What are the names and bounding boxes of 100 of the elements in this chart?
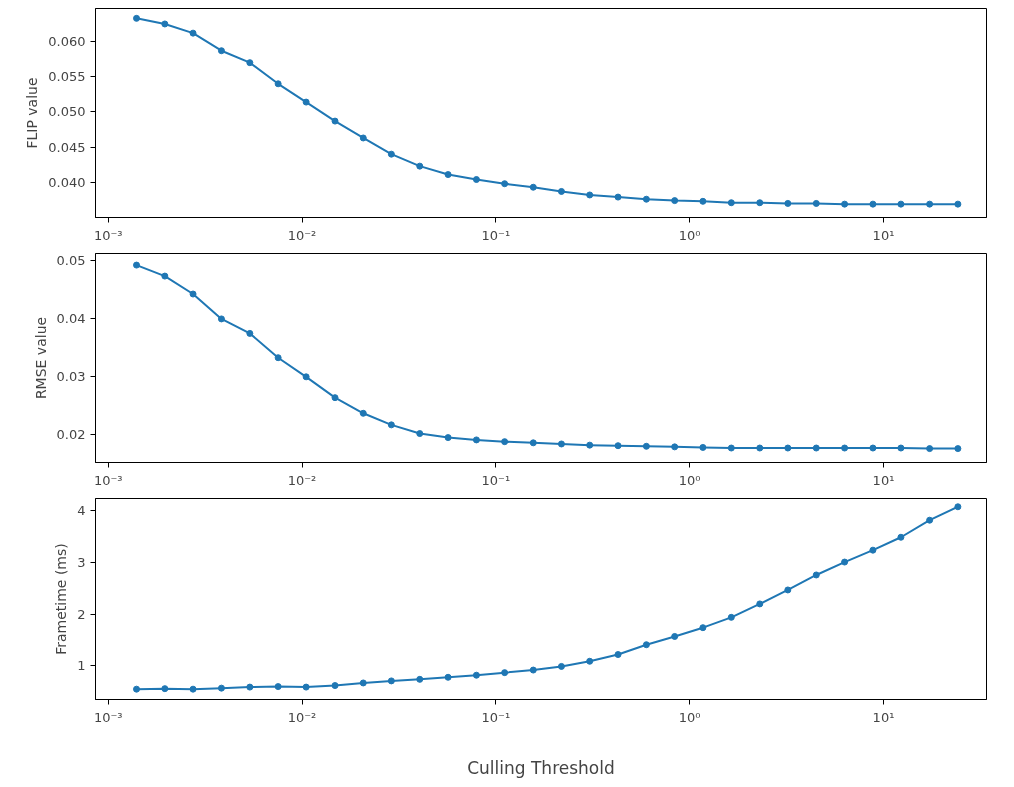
point — [671, 197, 679, 205]
y-tick-label: 0.050 — [48, 104, 86, 120]
point — [727, 613, 735, 621]
point — [897, 200, 905, 208]
point — [274, 80, 282, 88]
point — [557, 187, 565, 195]
point — [756, 199, 764, 207]
point — [217, 47, 225, 55]
point — [784, 199, 792, 207]
y-tick-label: 0.055 — [48, 69, 86, 85]
point — [841, 200, 849, 208]
point — [926, 516, 934, 524]
y-axis-title: FLIP value — [24, 77, 41, 149]
point — [869, 444, 877, 452]
point — [869, 546, 877, 554]
point — [217, 684, 225, 692]
point — [926, 200, 934, 208]
x-tick-label: 10⁻³ — [93, 227, 123, 243]
x-tick-label: 10⁻³ — [93, 472, 123, 488]
point — [699, 624, 707, 632]
point — [954, 503, 962, 511]
point — [189, 685, 197, 693]
point — [416, 162, 424, 170]
point — [133, 685, 141, 693]
point — [217, 315, 225, 323]
point — [869, 200, 877, 208]
point — [387, 677, 395, 685]
point — [812, 571, 820, 579]
y-tick-label: 0.02 — [56, 426, 86, 442]
point — [756, 444, 764, 452]
point — [302, 683, 310, 691]
point — [614, 442, 622, 450]
point — [784, 444, 792, 452]
point — [274, 683, 282, 691]
point — [444, 673, 452, 681]
point — [501, 669, 509, 677]
x-tick-label: 10¹ — [872, 227, 895, 243]
point — [557, 662, 565, 670]
y-tick-label: 0.060 — [48, 34, 86, 50]
point — [359, 679, 367, 687]
y-tick-label: 4 — [77, 503, 86, 519]
point — [642, 195, 650, 203]
point — [416, 675, 424, 683]
point — [444, 171, 452, 179]
x-tick-label: 10⁻² — [287, 472, 317, 488]
point — [897, 533, 905, 541]
y-tick-label: 3 — [77, 555, 86, 571]
point — [161, 685, 169, 693]
point — [161, 272, 169, 280]
point — [302, 98, 310, 106]
point — [841, 444, 849, 452]
x-tick-label: 10¹ — [872, 472, 895, 488]
point — [727, 199, 735, 207]
point — [642, 641, 650, 649]
point — [501, 180, 509, 188]
point — [954, 445, 962, 453]
point — [954, 200, 962, 208]
x-tick-label: 10⁰ — [678, 227, 701, 243]
point — [557, 440, 565, 448]
point — [274, 354, 282, 362]
y-axis-title: Frametime (ms) — [53, 543, 70, 655]
point — [387, 150, 395, 158]
point — [161, 20, 169, 28]
point — [133, 14, 141, 22]
x-tick-label: 10⁻³ — [93, 709, 123, 725]
y-tick-label: 0.03 — [56, 368, 86, 384]
point — [671, 632, 679, 640]
point — [586, 191, 594, 199]
point — [529, 183, 537, 191]
x-tick-label: 10⁻¹ — [481, 472, 511, 488]
point — [472, 671, 480, 679]
point — [699, 443, 707, 451]
point — [189, 290, 197, 298]
point — [189, 29, 197, 37]
y-tick-label: 0.04 — [56, 310, 86, 326]
y-tick-label: 0.045 — [48, 139, 86, 155]
point — [246, 329, 254, 337]
y-tick-label: 0.05 — [56, 252, 86, 268]
point — [897, 444, 905, 452]
point — [614, 193, 622, 201]
point — [416, 430, 424, 438]
y-tick-label: 1 — [77, 658, 86, 674]
x-tick-label: 10¹ — [872, 709, 895, 725]
y-tick-label: 2 — [77, 606, 86, 622]
point — [472, 436, 480, 444]
point — [529, 439, 537, 447]
point — [926, 445, 934, 453]
point — [359, 409, 367, 417]
point — [501, 438, 509, 446]
x-tick-label: 10⁻² — [287, 709, 317, 725]
point — [133, 261, 141, 269]
point — [586, 657, 594, 665]
point — [784, 586, 792, 594]
y-axis-title: RMSE value — [32, 316, 49, 400]
point — [586, 441, 594, 449]
y-tick-label: 0.040 — [48, 174, 86, 190]
point — [472, 176, 480, 183]
point — [529, 666, 537, 674]
point — [331, 394, 339, 402]
x-tick-label: 10⁰ — [678, 709, 701, 725]
